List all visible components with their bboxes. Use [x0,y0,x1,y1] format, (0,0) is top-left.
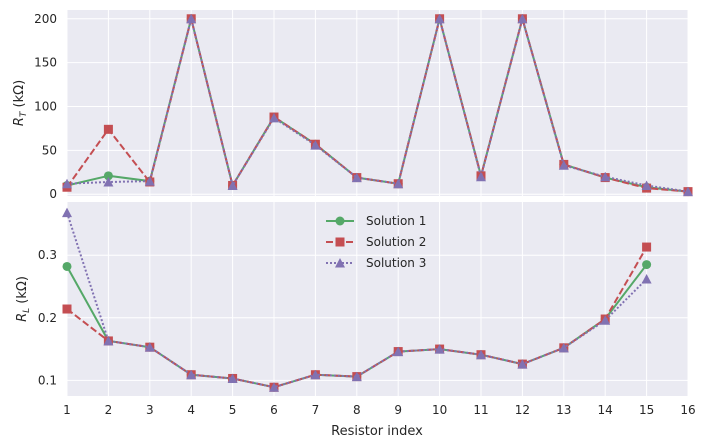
bottom-y-tick-label: 0.2 [38,311,57,325]
legend-marker-solution-3 [335,258,345,268]
x-tick-label: 6 [270,403,278,417]
bottom-ylabel: RL (kΩ) [15,276,32,322]
top-y-tick-label: 200 [34,12,57,26]
top-point-solution-2 [103,124,113,134]
bottom-point-solution-3 [62,207,72,218]
top-point-solution-3 [103,176,114,187]
top-point-solution-3 [393,178,404,189]
x-tick-label: 1 [63,403,71,417]
bottom-point-solution-2 [62,304,72,314]
bottom-y-tick-label: 0.3 [38,248,57,262]
top-y-tick-label: 150 [34,56,57,70]
bottom-point-solution-3 [351,371,362,382]
legend-label-solution-1: Solution 1 [366,214,426,228]
bottom-point-solution-3 [600,315,611,325]
bottom-point-solution-3 [517,359,528,369]
bottom-point-solution-3 [269,382,279,392]
legend: Solution 1 Solution 2 Solution 3 [326,214,426,270]
x-tick-label: 7 [312,403,320,417]
top-ylabel: RT (kΩ) [12,80,29,126]
top-y-tick-label: 0 [49,187,57,201]
top-point-solution-3 [683,186,693,197]
x-tick-label: 4 [187,403,195,417]
x-axis-label: Resistor index [331,424,423,439]
top-point-solution-3 [310,140,321,150]
top-point-solution-3 [434,13,445,24]
top-axes-background [67,10,688,196]
bottom-point-solution-2 [642,242,652,252]
x-tick-label: 2 [105,403,113,417]
bottom-point-solution-3 [186,369,197,380]
top-point-solution-3 [351,172,362,183]
bottom-point-solution-3 [144,342,155,352]
top-y-tick-label: 50 [42,143,57,157]
top-point-solution-3 [476,171,486,182]
x-tick-label: 12 [515,403,530,417]
legend-entry-solution-1: Solution 1 [326,214,426,228]
bottom-point-solution-3 [393,346,404,357]
x-tick-label: 14 [598,403,613,417]
top-line-solution-3 [66,17,689,193]
top-point-solution-3 [641,180,652,190]
bottom-point-solution-3 [558,342,569,353]
top-y-tick-label: 100 [34,100,57,114]
legend-entry-solution-2: Solution 2 [326,235,426,249]
x-tick-label: 5 [229,403,237,417]
top-point-solution-3 [269,112,279,123]
x-tick-label: 8 [353,403,361,417]
top-point-solution-3 [144,176,155,186]
top-point-solution-3 [600,171,611,182]
top-point-solution-3 [227,180,238,190]
legend-marker-solution-2 [335,237,345,247]
bottom-point-solution-3 [476,349,486,360]
legend-marker-solution-1 [335,216,345,226]
x-tick-label: 16 [680,403,695,417]
bottom-axes-background [67,202,688,396]
bottom-y-tick-label: 0.1 [38,373,57,387]
bottom-point-solution-1 [62,261,72,271]
x-tick-label: 3 [146,403,154,417]
bottom-point-solution-3 [227,373,238,383]
legend-entry-solution-3: Solution 3 [326,256,426,270]
legend-label-solution-3: Solution 3 [366,256,426,270]
bottom-point-solution-3 [641,273,652,284]
bottom-point-solution-1 [642,260,652,270]
top-point-solution-3 [186,13,197,24]
x-tick-label: 10 [432,403,447,417]
bottom-point-solution-3 [310,369,321,380]
top-point-solution-3 [558,160,569,170]
x-tick-label: 11 [473,403,488,417]
bottom-line-solution-3 [66,212,648,389]
tick-labels: 1 2 3 4 5 6 7 8 9 10 11 12 13 14 15 160501001502000.10.… [34,12,696,417]
bottom-point-solution-3 [103,335,114,346]
grid [66,10,689,396]
legend-label-solution-2: Solution 2 [366,235,426,249]
top-point-solution-3 [517,13,528,24]
top-point-solution-3 [62,178,72,189]
bottom-point-solution-3 [434,344,445,354]
x-tick-label: 9 [394,403,402,417]
series [62,13,693,392]
top-point-solution-1 [103,171,113,181]
x-tick-label: 15 [639,403,654,417]
x-tick-label: 13 [556,403,571,417]
